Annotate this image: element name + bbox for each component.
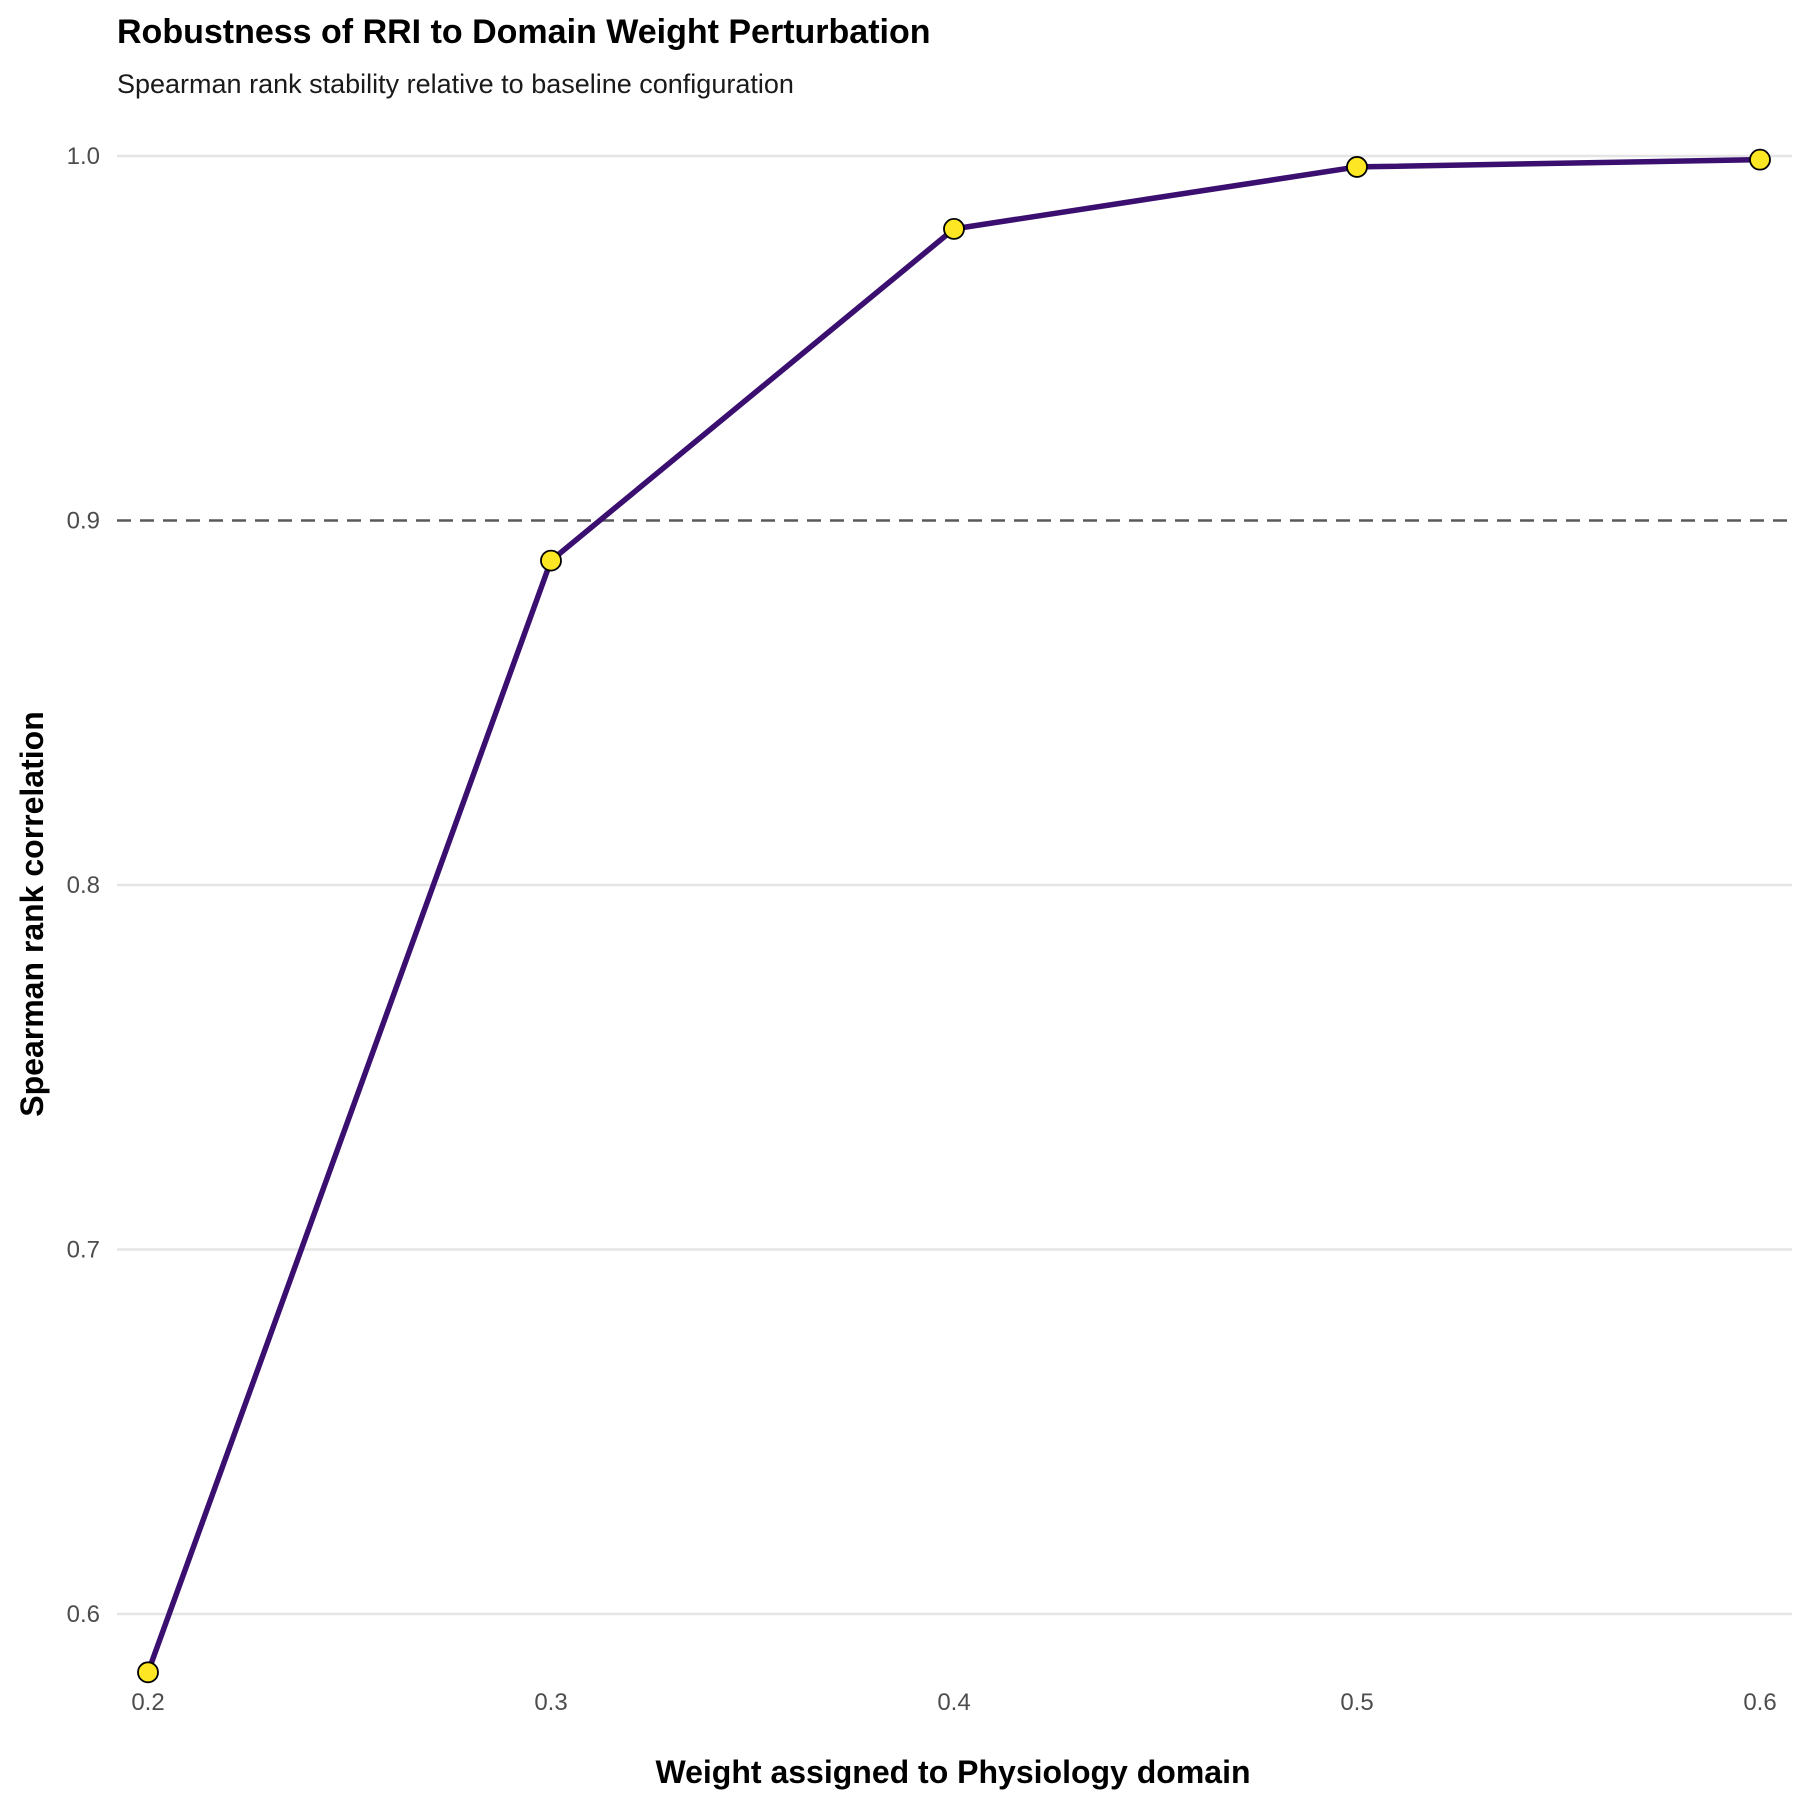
gridlines	[117, 154, 1792, 1616]
data-point	[137, 1661, 159, 1684]
x-tick-label: 0.6	[1743, 1689, 1776, 1716]
y-tick-label: 1.0	[67, 143, 100, 170]
y-axis-label: Spearman rank correlation	[14, 711, 50, 1116]
y-axis-ticks: 0.6 0.7 0.8 0.9 1.0	[67, 143, 100, 1628]
series-line	[145, 156, 1763, 1676]
data-point	[540, 549, 562, 572]
data-point	[943, 217, 965, 240]
x-tick-label: 0.4	[937, 1689, 970, 1716]
series-line-group	[145, 156, 1763, 1676]
y-tick-label: 0.8	[67, 872, 100, 899]
y-tick-label: 0.6	[67, 1601, 100, 1628]
x-tick-label: 0.2	[131, 1689, 164, 1716]
x-axis-ticks: 0.2 0.3 0.4 0.5 0.6	[131, 1689, 1776, 1716]
x-axis-label: Weight assigned to Physiology domain	[655, 1754, 1250, 1790]
data-points	[137, 148, 1771, 1684]
x-tick-label: 0.3	[534, 1689, 567, 1716]
data-point	[1749, 148, 1771, 171]
y-tick-label: 0.9	[67, 508, 100, 535]
chart-title: Robustness of RRI to Domain Weight Pertu…	[117, 13, 931, 51]
x-tick-label: 0.5	[1340, 1689, 1373, 1716]
data-point	[1346, 156, 1368, 178]
y-tick-label: 0.7	[67, 1237, 100, 1264]
chart-subtitle: Spearman rank stability relative to base…	[117, 69, 794, 99]
